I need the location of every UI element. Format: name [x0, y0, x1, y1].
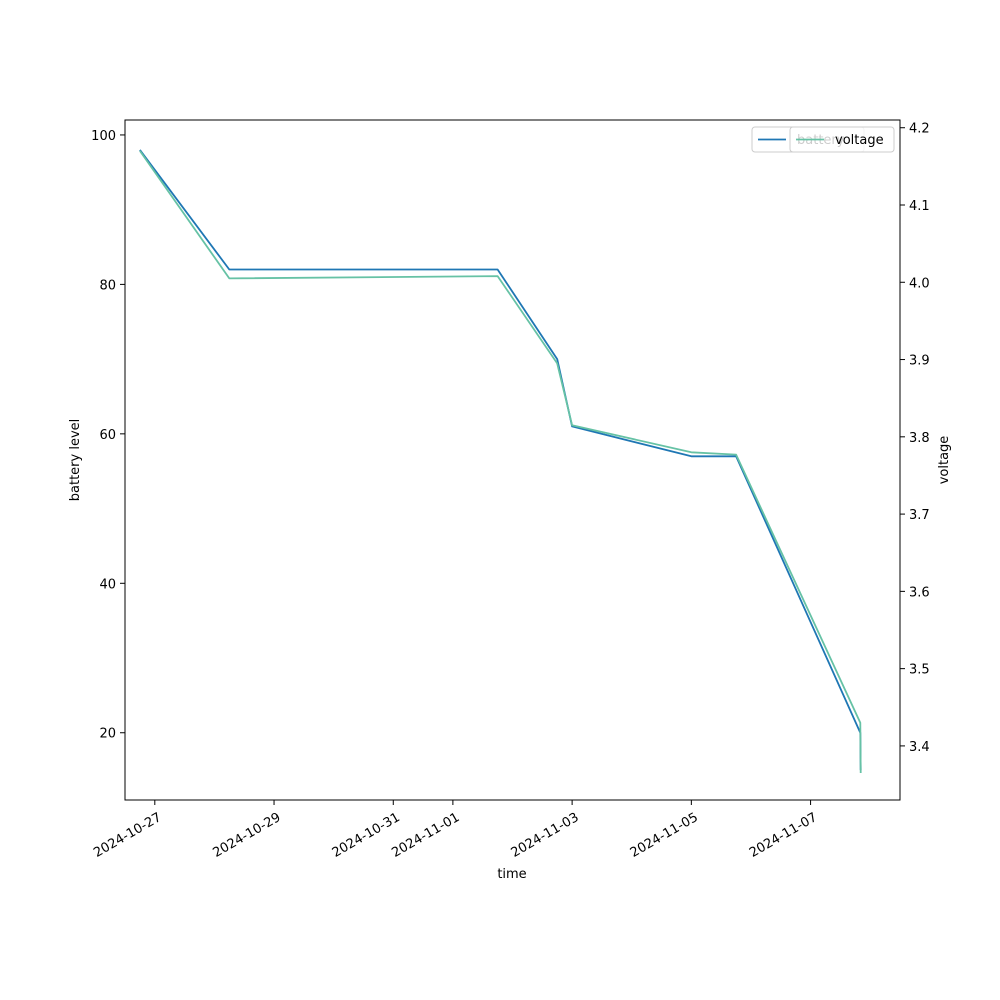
- y2-tick-label: 3.8: [909, 431, 930, 446]
- y2-tick-label: 3.5: [909, 663, 930, 678]
- x-tick-label: 2024-11-01: [389, 810, 462, 861]
- x-axis-label: time: [497, 867, 526, 882]
- y2-tick-label: 4.2: [909, 122, 930, 137]
- plot-frame: [124, 119, 901, 801]
- y2-tick-label: 3.7: [909, 508, 930, 523]
- y2-tick-label: 4.0: [909, 276, 930, 291]
- x-tick-label: 2024-11-05: [628, 810, 701, 861]
- y-axis-left: 20 40 60 80 100: [91, 129, 125, 742]
- legend-box-2: voltage: [789, 126, 895, 153]
- y-axis-label: battery level: [68, 419, 83, 502]
- y-tick-label: 40: [99, 577, 116, 592]
- legend-label-voltage: voltage: [835, 133, 884, 148]
- plot-area: [124, 119, 901, 801]
- x-tick-label: 2024-10-29: [210, 810, 283, 861]
- y-tick-label: 100: [91, 129, 116, 144]
- y2-tick-label: 3.4: [909, 740, 930, 755]
- series-line-battery: [139, 149, 862, 771]
- y-axis-right: 3.4 3.5 3.6 3.7 3.8 3.9 4.0 4.1 4.2: [900, 122, 930, 755]
- x-tick-label: 2024-11-03: [509, 810, 582, 861]
- y2-tick-label: 4.1: [909, 199, 930, 214]
- legend-frame: [789, 126, 895, 153]
- x-axis: 2024-10-27 2024-10-29 2024-10-312024-11-01…: [91, 800, 820, 861]
- y2-tick-label: 3.6: [909, 585, 930, 600]
- y-tick-label: 20: [99, 727, 116, 742]
- y-tick-label: 80: [99, 278, 116, 293]
- x-tick-label: 2024-10-27: [91, 810, 164, 861]
- y-tick-label: 60: [99, 428, 116, 443]
- series-line-voltage: [139, 150, 862, 774]
- y2-tick-label: 3.9: [909, 354, 930, 369]
- y2-axis-label: voltage: [937, 436, 952, 485]
- legends: batteryvoltage: [751, 126, 895, 153]
- x-tick-label: 2024-11-07: [747, 810, 820, 861]
